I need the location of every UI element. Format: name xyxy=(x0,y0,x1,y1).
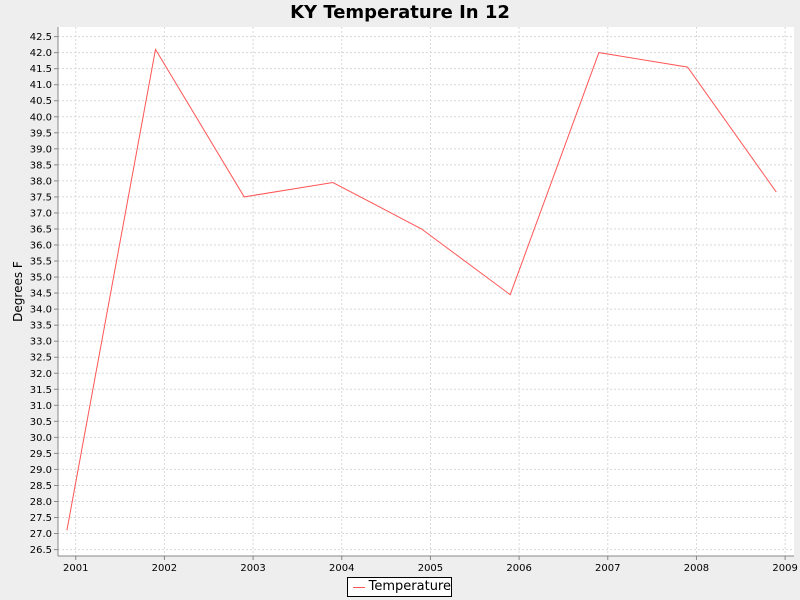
x-tick-label: 2008 xyxy=(684,563,709,574)
y-tick-label: 34.0 xyxy=(30,305,52,316)
y-tick-label: 26.5 xyxy=(30,545,52,556)
legend-swatch-temperature xyxy=(353,586,365,588)
x-tick-label: 2007 xyxy=(595,563,620,574)
x-tick-label: 2002 xyxy=(152,563,177,574)
legend: Temperature xyxy=(347,577,452,597)
y-tick-label: 32.0 xyxy=(30,369,52,380)
y-tick-label: 40.0 xyxy=(30,112,52,123)
x-tick-label: 2004 xyxy=(329,563,354,574)
y-tick-label: 28.0 xyxy=(30,497,52,508)
chart-title: KY Temperature In 12 xyxy=(290,2,510,23)
y-tick-label: 37.0 xyxy=(30,208,52,219)
y-tick-label: 33.0 xyxy=(30,337,52,348)
y-tick-label: 34.5 xyxy=(30,289,52,300)
x-tick-label: 2003 xyxy=(240,563,265,574)
x-tick-label: 2001 xyxy=(63,563,88,574)
grid-lines xyxy=(58,27,794,556)
series-line-temperature xyxy=(66,48,777,531)
tick-labels: 26.5 27.0 27.5 28.0 28.5 29.0 29.5 30.0 30.5 31.0… xyxy=(30,32,798,574)
y-tick-label: 41.0 xyxy=(30,80,52,91)
y-tick-label: 35.0 xyxy=(30,273,52,284)
y-tick-label: 39.5 xyxy=(30,128,52,139)
y-tick-label: 38.0 xyxy=(30,176,52,187)
y-tick-label: 33.5 xyxy=(30,321,52,332)
y-tick-label: 31.0 xyxy=(30,401,52,412)
y-tick-label: 37.5 xyxy=(30,192,52,203)
y-tick-label: 32.5 xyxy=(30,353,52,364)
y-tick-label: 36.0 xyxy=(30,241,52,252)
y-axis-label: Degrees F xyxy=(11,261,25,322)
y-tick-label: 41.5 xyxy=(30,64,52,75)
y-tick-label: 30.0 xyxy=(30,433,52,444)
y-tick-label: 39.0 xyxy=(30,144,52,155)
x-tick-label: 2009 xyxy=(772,563,797,574)
y-tick-label: 28.5 xyxy=(30,481,52,492)
plot-area xyxy=(58,27,794,556)
y-tick-label: 27.0 xyxy=(30,529,52,540)
y-tick-label: 27.5 xyxy=(30,513,52,524)
x-tick-label: 2005 xyxy=(418,563,443,574)
y-tick-label: 35.5 xyxy=(30,257,52,268)
y-tick-label: 29.0 xyxy=(30,465,52,476)
series-layer xyxy=(66,48,777,531)
y-tick-label: 40.5 xyxy=(30,96,52,107)
y-tick-label: 29.5 xyxy=(30,449,52,460)
y-tick-label: 38.5 xyxy=(30,160,52,171)
y-tick-label: 42.0 xyxy=(30,48,52,59)
axes xyxy=(54,27,794,560)
x-tick-label: 2006 xyxy=(506,563,531,574)
y-tick-label: 42.5 xyxy=(30,32,52,43)
y-tick-label: 31.5 xyxy=(30,385,52,396)
y-tick-label: 36.5 xyxy=(30,224,52,235)
y-tick-label: 30.5 xyxy=(30,417,52,428)
legend-label-temperature: Temperature xyxy=(368,579,451,594)
